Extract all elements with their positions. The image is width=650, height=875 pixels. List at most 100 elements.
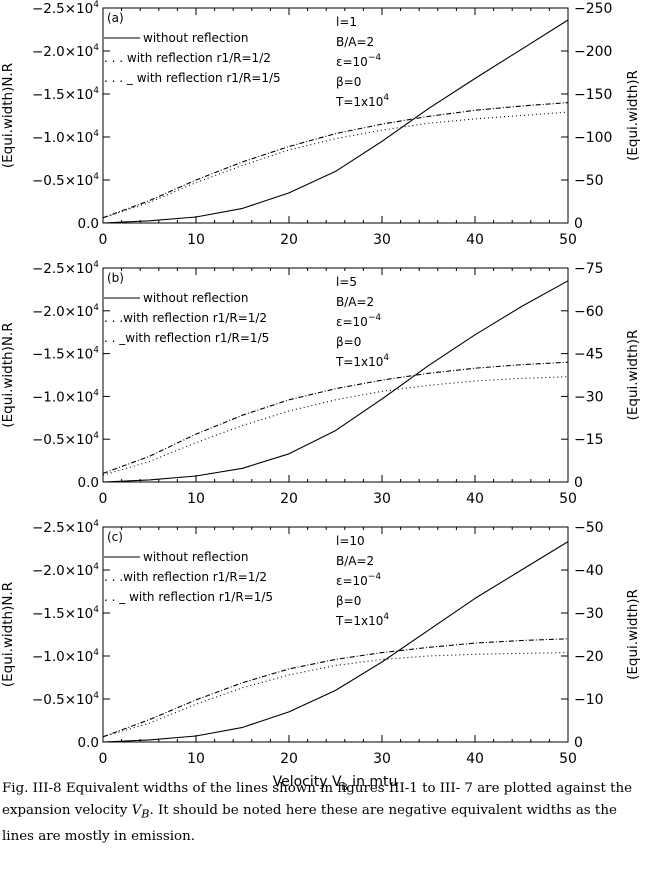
left-y-tick-label-base: −2.5×10 [32,261,93,277]
parameter-label-superscript: −4 [368,572,382,582]
left-y-tick-label-base: 0.0 [78,475,99,491]
parameter-label-base: β=0 [336,335,361,349]
x-tick-label: 50 [559,232,577,248]
x-tick-label: 10 [187,232,205,248]
series-line-3 [102,361,569,474]
series-line-3 [102,102,569,219]
left-y-tick-label: −2.5×104 [32,260,99,277]
left-y-tick-label: −2.0×104 [32,43,99,60]
caption-variable-subscript: B [141,807,150,821]
left-y-tick-label: −2.0×104 [32,562,99,579]
legend-entry: without reflection [143,291,249,305]
x-tick-label: 50 [559,751,577,767]
x-tick-label: 0 [99,491,108,507]
left-y-tick-label-base: −2.5×10 [32,1,93,17]
chart-panel-3: 0 10 20 30 40 500.0−0.5×104−1.0×104−1.5×104−2… [0,519,641,767]
left-y-tick-label-superscript: 4 [93,172,99,182]
legend-entry: . . .with reflection r1/R=1/2 [104,311,267,325]
parameter-label: β=0 [336,594,361,608]
left-y-tick-label-base: −0.5×10 [32,692,93,708]
parameter-label: B/A=2 [336,295,374,309]
left-y-tick-label: −1.0×104 [32,648,99,665]
x-tick-label: 0 [99,751,108,767]
left-y-tick-label-superscript: 4 [93,431,99,441]
parameter-label-superscript: 4 [383,612,389,622]
right-y-tick-label: −250 [574,1,612,17]
left-y-tick-label: 0.0 [78,216,99,232]
x-axis-label-tail: in mtu [348,774,398,790]
right-y-tick-label: −50 [574,520,604,536]
plot-frame [102,7,569,224]
parameter-label: β=0 [336,335,361,349]
parameter-label: T=1x104 [335,353,389,369]
panel-label: (a) [107,11,124,25]
chart-panel-2: 0 10 20 30 40 500.0−0.5×104−1.0×104−1.5×104−2… [0,260,641,507]
left-y-tick-label: −2.0×104 [32,303,99,320]
left-y-axis-label: (Equi.width)N.R [0,63,16,168]
right-y-tick-label: −15 [574,432,604,448]
parameter-label: T=1x104 [335,612,389,628]
right-y-axis-label: (Equi.width)R [625,330,641,421]
left-y-tick-label: 0.0 [78,735,99,751]
parameter-label-base: T=1x10 [335,355,383,369]
x-tick-label: 40 [466,232,484,248]
left-y-tick-label-base: 0.0 [78,735,99,751]
left-y-tick-label: −1.0×104 [32,388,99,405]
series-line-2 [102,111,569,219]
parameter-label-base: ε=10 [336,574,368,588]
left-y-tick-label: −1.5×104 [32,346,99,363]
parameter-label-base: ε=10 [336,55,368,69]
plot-frame [102,526,569,743]
left-y-tick-label-superscript: 4 [93,691,99,701]
left-y-tick-label-base: −1.0×10 [32,389,93,405]
left-y-tick-label-superscript: 4 [93,605,99,615]
right-y-tick-label: −10 [574,692,604,708]
right-y-tick-label: −50 [574,173,604,189]
left-y-axis-label: (Equi.width)N.R [0,322,16,427]
left-y-tick-label-superscript: 4 [93,43,99,53]
parameter-label: l=5 [336,275,357,289]
plot-frame [102,267,569,483]
caption-variable: V [131,803,142,818]
parameter-label-base: l=10 [336,534,365,548]
x-tick-label: 30 [373,491,391,507]
right-y-tick-label: −30 [574,606,604,622]
left-y-tick-label-superscript: 4 [93,388,99,398]
left-y-tick-label-superscript: 4 [93,346,99,356]
x-tick-label: 0 [99,232,108,248]
parameter-label-base: T=1x10 [335,95,383,109]
right-y-tick-label: −75 [574,261,604,277]
left-y-tick-label: 0.0 [78,475,99,491]
series-line-1 [102,280,569,483]
right-y-axis-label: (Equi.width)R [625,70,641,161]
left-y-tick-label: −0.5×104 [32,431,99,448]
left-y-tick-label-base: −2.5×10 [32,520,93,536]
panel-label: (b) [107,271,124,285]
right-y-tick-label: −30 [574,389,604,405]
legend-entry: . . _ with reflection r1/R=1/5 [104,590,273,604]
parameter-label-base: ε=10 [336,315,368,329]
x-tick-label: 20 [280,491,298,507]
x-axis-label-main: Velocity V [273,774,342,790]
parameter-label-superscript: −4 [368,53,382,63]
parameter-label-base: T=1x10 [335,614,383,628]
series-line-2 [102,652,569,738]
left-y-tick-label-base: −0.5×10 [32,432,93,448]
left-y-tick-label-base: −2.0×10 [32,563,93,579]
x-tick-label: 50 [559,491,577,507]
left-y-tick-label: −1.0×104 [32,129,99,146]
legend-entry: . . .with reflection r1/R=1/2 [104,570,267,584]
left-y-tick-label: −2.5×104 [32,519,99,536]
parameter-label: l=10 [336,534,365,548]
parameter-label-base: β=0 [336,75,361,89]
left-y-tick-label-base: −1.0×10 [32,130,93,146]
left-y-tick-label: −1.5×104 [32,605,99,622]
parameter-label: T=1x104 [335,93,389,109]
x-tick-label: 40 [466,491,484,507]
left-y-tick-label-superscript: 4 [93,519,99,529]
left-y-tick-label: −2.5×104 [32,0,99,17]
left-y-tick-label-base: −0.5×10 [32,173,93,189]
series-line-1 [102,541,569,743]
x-tick-label: 30 [373,751,391,767]
